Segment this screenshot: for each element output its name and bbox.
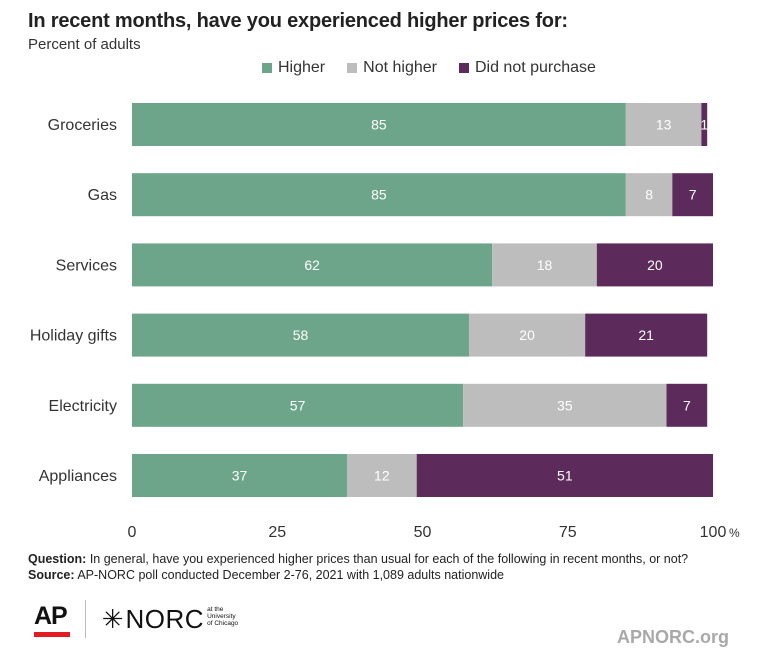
- x-tick-label-50: 50: [414, 524, 432, 541]
- category-label-holiday-gifts: Holiday gifts: [30, 328, 117, 345]
- data-label-electricity-did-not-purchase: 7: [683, 397, 691, 413]
- question-text: In general, have you experienced higher …: [89, 552, 689, 566]
- bar-appliances-higher: [132, 454, 347, 497]
- data-label-groceries-not-higher: 13: [656, 117, 672, 133]
- data-label-services-not-higher: 18: [537, 257, 553, 273]
- data-label-gas-did-not-purchase: 7: [689, 187, 697, 203]
- logos: AP ✳ NORC at the University of Chicago: [34, 600, 241, 638]
- bar-groceries-did-not-purchase: [701, 103, 708, 146]
- bar-electricity-did-not-purchase: [666, 383, 708, 427]
- question-label: Question:: [28, 552, 87, 566]
- bar-groceries-higher: [132, 103, 626, 146]
- category-label-services: Services: [56, 257, 117, 274]
- data-label-groceries-higher: 85: [371, 117, 387, 133]
- x-axis-unit: %: [729, 526, 740, 540]
- ap-logo-text: AP: [34, 601, 68, 630]
- bar-appliances-did-not-purchase: [416, 454, 713, 497]
- ap-logo-bar: [34, 631, 70, 637]
- data-label-holiday-gifts-did-not-purchase: 21: [638, 327, 654, 343]
- norc-logo-text: NORC: [125, 603, 205, 634]
- legend-item-did-not-purchase: Did not purchase: [458, 59, 596, 77]
- x-tick-label-0: 0: [128, 524, 137, 541]
- footnote-question: Question: In general, have you experienc…: [28, 551, 758, 567]
- x-tick-label-25: 25: [268, 524, 286, 541]
- source-label: Source:: [28, 568, 75, 582]
- data-label-electricity-higher: 57: [290, 397, 306, 413]
- legend-label-did-not-purchase: Did not purchase: [474, 59, 596, 76]
- bar-electricity-not-higher: [463, 383, 667, 427]
- norc-star-icon: ✳: [101, 603, 124, 634]
- bar-gas-higher: [132, 173, 626, 217]
- chart-subtitle: Percent of adults: [28, 36, 141, 53]
- legend-item-not-higher: Not higher: [347, 59, 437, 77]
- legend-item-higher: Higher: [262, 59, 325, 77]
- data-label-appliances-not-higher: 12: [374, 468, 390, 484]
- category-label-gas: Gas: [88, 187, 117, 204]
- x-tick-label-100: 100: [700, 524, 727, 541]
- legend-label-not-higher: Not higher: [363, 59, 437, 76]
- category-label-appliances: Appliances: [39, 468, 117, 485]
- norc-logo-subtext: at the University of Chicago: [207, 605, 239, 627]
- category-label-electricity: Electricity: [49, 398, 117, 415]
- source-text: AP-NORC poll conducted December 2-76, 20…: [77, 568, 504, 582]
- logo-divider: [84, 600, 86, 638]
- bar-gas-did-not-purchase: [672, 173, 713, 217]
- chart-title: In recent months, have you experienced h…: [28, 10, 568, 32]
- bar-gas-not-higher: [625, 173, 673, 217]
- data-label-appliances-higher: 37: [232, 468, 248, 484]
- legend-swatch-did-not-purchase: [458, 63, 469, 73]
- norc-logo: ✳ NORC at the University of Chicago: [102, 604, 241, 635]
- data-label-holiday-gifts-not-higher: 20: [519, 327, 535, 343]
- x-tick-label-75: 75: [559, 524, 577, 541]
- ap-logo: AP: [34, 601, 70, 637]
- data-label-holiday-gifts-higher: 58: [293, 327, 309, 343]
- footnote: Question: In general, have you experienc…: [28, 551, 758, 583]
- bar-appliances-not-higher: [346, 454, 417, 497]
- bar-services-did-not-purchase: [596, 243, 713, 287]
- bar-services-not-higher: [492, 243, 597, 287]
- bar-services-higher: [132, 243, 493, 287]
- site-url[interactable]: APNORC.org: [617, 627, 729, 647]
- data-label-gas-higher: 85: [371, 187, 387, 203]
- bar-holiday-gifts-did-not-purchase: [585, 313, 708, 357]
- legend-swatch-higher: [262, 63, 272, 73]
- data-label-groceries-did-not-purchase: 1: [700, 117, 708, 133]
- bar-groceries-not-higher: [625, 103, 702, 146]
- legend-label-higher: Higher: [278, 59, 326, 76]
- bar-holiday-gifts-not-higher: [468, 313, 586, 357]
- legend-swatch-not-higher: [347, 63, 358, 73]
- bar-holiday-gifts-higher: [132, 313, 469, 357]
- data-label-services-higher: 62: [304, 257, 320, 273]
- category-label-groceries: Groceries: [48, 117, 117, 134]
- data-label-electricity-not-higher: 35: [557, 397, 573, 413]
- legend: Higher Not higher Did not purchase: [262, 59, 618, 77]
- data-label-appliances-did-not-purchase: 51: [557, 468, 573, 484]
- data-label-gas-not-higher: 8: [645, 187, 653, 203]
- footnote-source: Source: AP-NORC poll conducted December …: [28, 567, 758, 583]
- bar-electricity-higher: [132, 383, 464, 427]
- data-label-services-did-not-purchase: 20: [647, 257, 663, 273]
